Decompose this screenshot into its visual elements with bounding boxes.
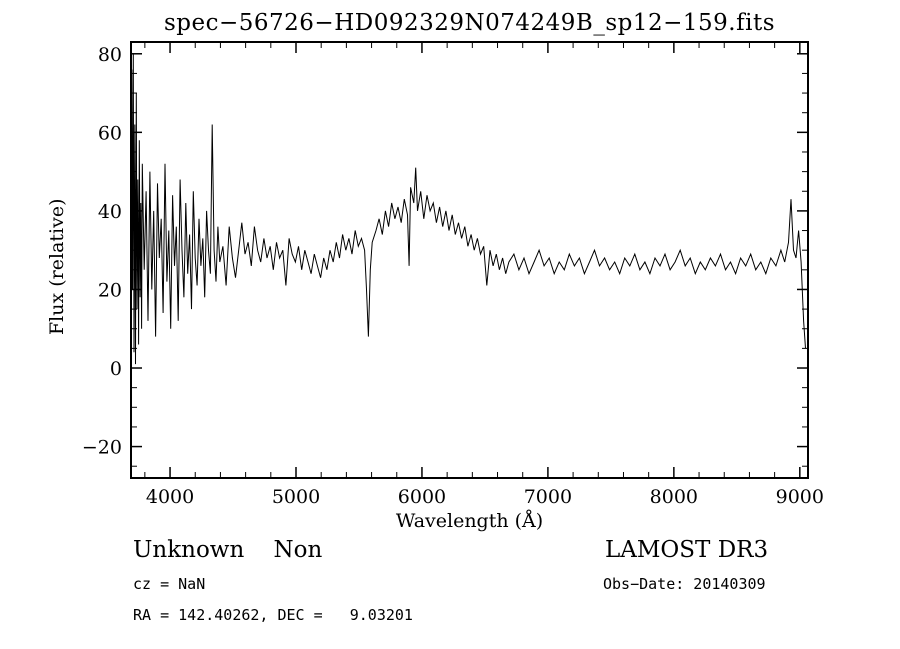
x-tick-label: 8000 bbox=[650, 486, 698, 508]
redshift-cz-label: cz = NaN bbox=[133, 575, 206, 593]
y-tick-label: 80 bbox=[98, 44, 122, 66]
y-tick-label: 0 bbox=[110, 358, 122, 380]
y-tick-label: −20 bbox=[82, 437, 122, 459]
x-tick-label: 6000 bbox=[398, 486, 446, 508]
y-tick-label: 40 bbox=[98, 201, 122, 223]
spectrum-line bbox=[130, 53, 806, 365]
obs-date-label: Obs−Date: 20140309 bbox=[603, 575, 766, 593]
x-tick-label: 9000 bbox=[776, 486, 824, 508]
classification-label: Unknown Non bbox=[133, 537, 323, 563]
x-axis-label: Wavelength (Å) bbox=[395, 510, 544, 532]
x-tick-label: 7000 bbox=[524, 486, 572, 508]
x-tick-label: 5000 bbox=[272, 486, 320, 508]
plot-title: spec−56726−HD092329N074249B_sp12−159.fit… bbox=[163, 10, 776, 36]
survey-release-label: LAMOST DR3 bbox=[605, 537, 769, 563]
ra-dec-label: RA = 142.40262, DEC = 9.03201 bbox=[133, 606, 413, 624]
x-tick-label: 4000 bbox=[146, 486, 194, 508]
y-tick-label: 20 bbox=[98, 279, 122, 301]
y-tick-label: 60 bbox=[98, 122, 122, 144]
